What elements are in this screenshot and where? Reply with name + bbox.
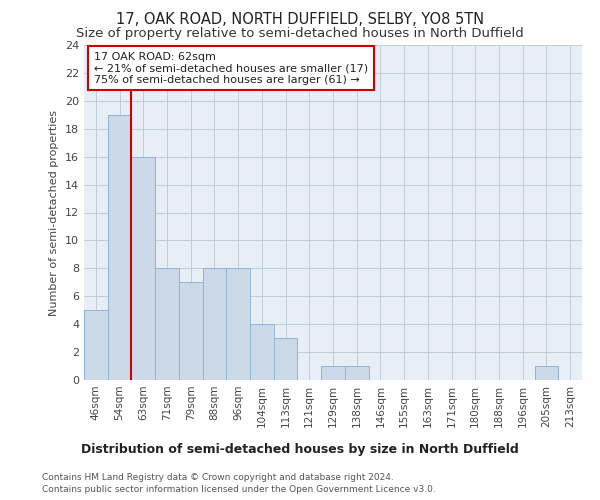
- Bar: [108, 115, 131, 380]
- Text: Contains HM Land Registry data © Crown copyright and database right 2024.: Contains HM Land Registry data © Crown c…: [42, 472, 394, 482]
- Bar: [203, 268, 226, 380]
- Bar: [535, 366, 558, 380]
- Text: Size of property relative to semi-detached houses in North Duffield: Size of property relative to semi-detach…: [76, 28, 524, 40]
- Text: Contains public sector information licensed under the Open Government Licence v3: Contains public sector information licen…: [42, 485, 436, 494]
- Text: Distribution of semi-detached houses by size in North Duffield: Distribution of semi-detached houses by …: [81, 442, 519, 456]
- Bar: [131, 156, 155, 380]
- Bar: [321, 366, 345, 380]
- Y-axis label: Number of semi-detached properties: Number of semi-detached properties: [49, 110, 59, 316]
- Bar: [345, 366, 368, 380]
- Bar: [250, 324, 274, 380]
- Bar: [84, 310, 108, 380]
- Bar: [155, 268, 179, 380]
- Bar: [179, 282, 203, 380]
- Bar: [274, 338, 298, 380]
- Text: 17, OAK ROAD, NORTH DUFFIELD, SELBY, YO8 5TN: 17, OAK ROAD, NORTH DUFFIELD, SELBY, YO8…: [116, 12, 484, 28]
- Text: 17 OAK ROAD: 62sqm
← 21% of semi-detached houses are smaller (17)
75% of semi-de: 17 OAK ROAD: 62sqm ← 21% of semi-detache…: [94, 52, 368, 85]
- Bar: [226, 268, 250, 380]
